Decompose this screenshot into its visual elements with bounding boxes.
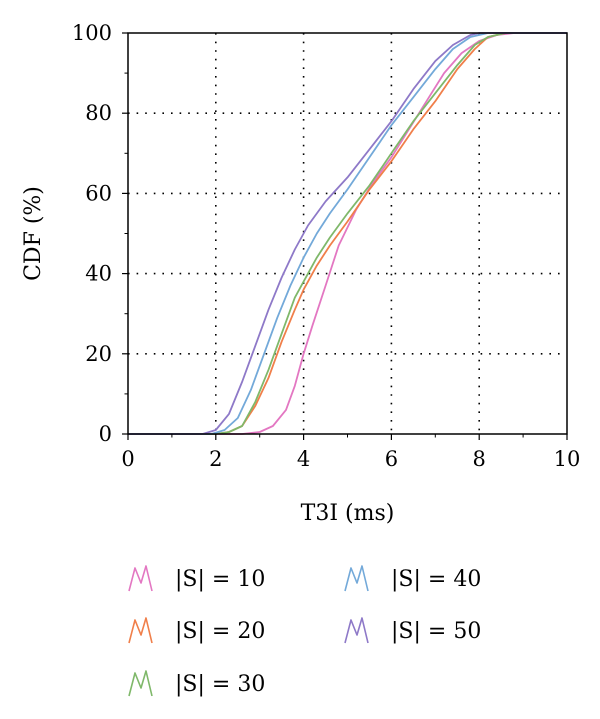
series-line-3: [128, 32, 567, 435]
legend: |S| = 10 |S| = 20 |S| = 30 |S| = 40 |S| = 50: [128, 565, 481, 697]
x-tick-label: 10: [554, 447, 581, 471]
y-axis-label: CDF (%): [21, 186, 46, 281]
y-tick-label: 100: [72, 21, 112, 45]
legend-swatch: [344, 617, 369, 644]
y-tick-label: 20: [85, 342, 112, 366]
y-tick-label: 0: [99, 422, 112, 446]
grid-lines: [128, 33, 567, 434]
legend-swatch: [128, 670, 153, 697]
y-tick-label: 40: [85, 262, 112, 286]
legend-label: |S| = 50: [391, 619, 481, 644]
legend-label: |S| = 30: [175, 672, 265, 697]
legend-item: |S| = 40: [344, 565, 481, 592]
legend-item: |S| = 30: [128, 670, 265, 697]
legend-swatch: [344, 565, 369, 592]
x-tick-label: 4: [297, 447, 310, 471]
series-line-4: [128, 32, 567, 435]
x-tick-label: 8: [473, 447, 486, 471]
legend-item: |S| = 50: [344, 617, 481, 644]
y-tick-label: 80: [85, 101, 112, 125]
legend-label: |S| = 40: [391, 567, 481, 592]
legend-swatch: [128, 565, 153, 592]
x-axis-label: T3I (ms): [301, 501, 395, 526]
x-tick-label: 0: [121, 447, 134, 471]
plot-area-frame: [127, 32, 568, 435]
legend-item: |S| = 10: [128, 565, 265, 592]
legend-label: |S| = 10: [175, 567, 265, 592]
legend-item: |S| = 20: [128, 617, 265, 644]
y-tick-label: 60: [85, 181, 112, 205]
legend-label: |S| = 20: [175, 619, 265, 644]
series-line-2: [128, 32, 567, 435]
series-line-5: [128, 32, 567, 435]
series-lines: [128, 32, 567, 435]
x-tick-label: 6: [385, 447, 398, 471]
legend-swatch: [128, 617, 153, 644]
x-tick-label: 2: [209, 447, 222, 471]
series-line-1: [128, 32, 567, 435]
